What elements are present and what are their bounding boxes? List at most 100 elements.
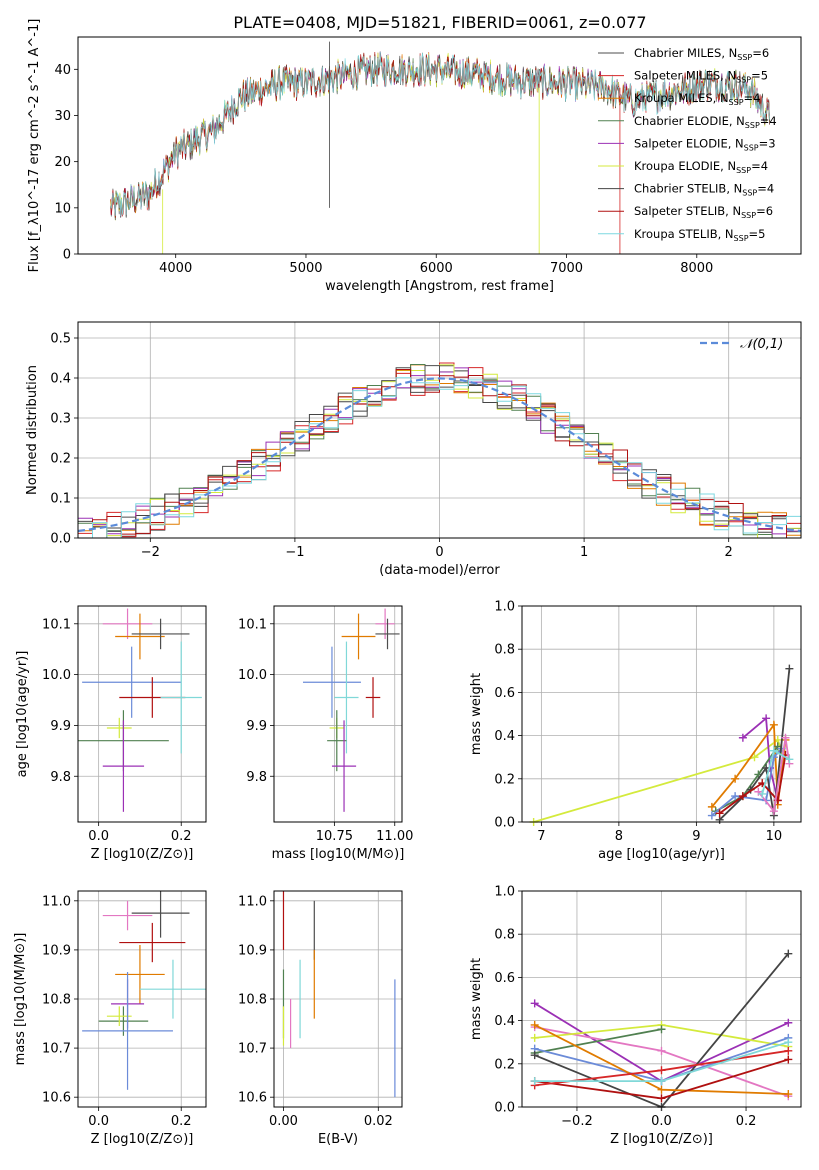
- y-tick-label: 1.0: [494, 885, 515, 900]
- y-tick-label: 0.2: [494, 772, 515, 787]
- weight-point: [784, 1055, 793, 1064]
- y-tick-label: 10.9: [42, 943, 71, 958]
- y-tick-label: 10.8: [238, 993, 267, 1008]
- y-tick-label: 30: [54, 109, 71, 124]
- x-tick-label: 8: [615, 829, 623, 844]
- mass_vs_Z-axes: 0.0 0.2 10.6 10.7 10.8 10.9 11.0 Z [log10(Z/Z⊙)…: [13, 890, 207, 1147]
- y-axis-label: mass [log10(M/M⊙)]: [13, 933, 28, 1066]
- legend-entry: Salpeter ELODIE, NSSP=3: [634, 136, 776, 152]
- y-axis-label: mass weight: [469, 673, 484, 755]
- weight-point: [785, 755, 794, 764]
- x-tick-label: 1: [580, 545, 588, 560]
- plot-frame: [521, 605, 802, 823]
- x-tick-label: 10.75: [316, 829, 353, 844]
- y-tick-label: 10.9: [238, 943, 267, 958]
- weight-point: [657, 1066, 666, 1075]
- weight-point: [769, 807, 778, 816]
- weight-point: [762, 714, 771, 723]
- plot-frame: [77, 321, 802, 539]
- y-tick-label: 10.1: [42, 617, 71, 632]
- weight-line: [534, 953, 789, 1107]
- y-tick-label: 9.9: [50, 719, 71, 734]
- weight-point: [530, 1051, 539, 1060]
- y-tick-label: 10.7: [42, 1042, 71, 1057]
- mass_weight_vs_Z-axes: −0.2 0.0 0.2 0.0 0.2 0.4 0.6 0.8 1.0 Z [log10(Z/Z…: [469, 885, 802, 1147]
- y-tick-label: 9.9: [246, 719, 267, 734]
- y-tick-label: 10.0: [238, 668, 267, 683]
- weight-point: [530, 1077, 539, 1086]
- y-tick-label: 9.8: [246, 770, 267, 785]
- y-tick-label: 10.8: [42, 993, 71, 1008]
- x-axis-label: Z [log10(Z/Z⊙)]: [610, 1132, 713, 1147]
- weight-point: [657, 1025, 666, 1034]
- y-tick-label: 10.6: [42, 1091, 71, 1106]
- weight-point: [781, 733, 790, 742]
- x-tick-label: 0.0: [651, 1114, 672, 1129]
- x-tick-label: 0.00: [269, 1114, 298, 1129]
- weight-point: [738, 792, 747, 801]
- mass_vs_EBV-axes: 0.00 0.02 10.6 10.7 10.8 10.9 11.0 E(B-V): [238, 890, 403, 1147]
- weight-point: [784, 1090, 793, 1099]
- y-tick-label: 10: [54, 201, 71, 216]
- y-tick-label: 0.0: [50, 532, 71, 547]
- y-tick-label: 0.6: [494, 686, 515, 701]
- y-tick-label: 0.5: [50, 332, 71, 347]
- x-tick-label: 10: [766, 829, 783, 844]
- legend-entry: Salpeter MILES, NSSP=5: [634, 69, 768, 85]
- y-axis-label: Flux [f_λ10^-17 erg cm^-2 s^-1 A^-1]: [27, 19, 42, 273]
- weight-point: [784, 1046, 793, 1055]
- y-tick-label: 10.0: [42, 668, 71, 683]
- y-tick-label: 0.8: [494, 928, 515, 943]
- legend-entry: Kroupa ELODIE, NSSP=4: [634, 159, 768, 175]
- y-tick-label: 0.6: [494, 971, 515, 986]
- x-tick-label: −2: [141, 545, 160, 560]
- spectrum-axes: 4000 5000 6000 7000 8000 0 10 20 30 40 wavelength …: [27, 19, 802, 294]
- legend-entry: Chabrier ELODIE, NSSP=4: [634, 114, 777, 130]
- weight-line: [742, 716, 779, 801]
- x-axis-label: (data-model)/error: [379, 563, 500, 578]
- weight-line: [534, 1028, 662, 1054]
- legend-entry: Chabrier MILES, NSSP=6: [634, 46, 769, 62]
- x-tick-label: 6000: [420, 261, 453, 276]
- weight-point: [758, 789, 767, 798]
- spectrum-line: [110, 51, 770, 217]
- legend-entry: Kroupa STELIB, NSSP=5: [634, 227, 765, 243]
- residuals-axes: −2 −1 0 1 2 0.0 0.1 0.2 0.3 0.4 0.5 (data-model)/er…: [25, 321, 802, 578]
- weight-point: [731, 792, 740, 801]
- weight-point: [707, 802, 716, 811]
- weight-point: [784, 949, 793, 958]
- figure-title: PLATE=0408, MJD=51821, FIBERID=0061, z=0…: [233, 13, 646, 32]
- x-tick-label: 5000: [289, 261, 322, 276]
- y-tick-label: 0.0: [494, 816, 515, 831]
- y-axis-label: Normed distribution: [25, 365, 40, 495]
- y-tick-label: 0.1: [50, 492, 71, 507]
- x-axis-label: Z [log10(Z/Z⊙)]: [91, 1132, 194, 1147]
- y-axis-label: mass weight: [469, 958, 484, 1040]
- y-tick-label: 0.3: [50, 412, 71, 427]
- weight-line: [757, 737, 791, 814]
- x-tick-label: 2: [725, 545, 733, 560]
- weight-point: [715, 809, 724, 818]
- x-axis-label: E(B-V): [318, 1132, 358, 1147]
- weight-line: [533, 738, 783, 822]
- x-tick-label: 0.2: [171, 829, 192, 844]
- y-tick-label: 0.0: [494, 1101, 515, 1116]
- age_vs_Z-axes: 0.0 0.2 9.8 9.9 10.0 10.1 Z [log10(Z/Z⊙)] age […: [15, 605, 207, 862]
- y-tick-label: 0: [63, 248, 71, 263]
- x-axis-label: wavelength [Angstrom, rest frame]: [325, 279, 554, 294]
- x-tick-label: 7: [537, 829, 545, 844]
- y-tick-label: 10.1: [238, 617, 267, 632]
- legend-entry: Salpeter STELIB, NSSP=6: [634, 204, 773, 220]
- legend-entry: 𝒩(0,1): [740, 337, 783, 352]
- y-tick-label: 20: [54, 155, 71, 170]
- weight-point: [738, 733, 747, 742]
- y-tick-label: 0.2: [50, 452, 71, 467]
- weight-point: [530, 1033, 539, 1042]
- x-tick-label: −1: [285, 545, 304, 560]
- plot-frame: [77, 890, 207, 1108]
- x-axis-label: age [log10(age/yr)]: [598, 847, 725, 862]
- y-tick-label: 0.4: [494, 729, 515, 744]
- x-axis-label: mass [log10(M/M⊙)]: [272, 847, 405, 862]
- y-tick-label: 11.0: [238, 894, 267, 909]
